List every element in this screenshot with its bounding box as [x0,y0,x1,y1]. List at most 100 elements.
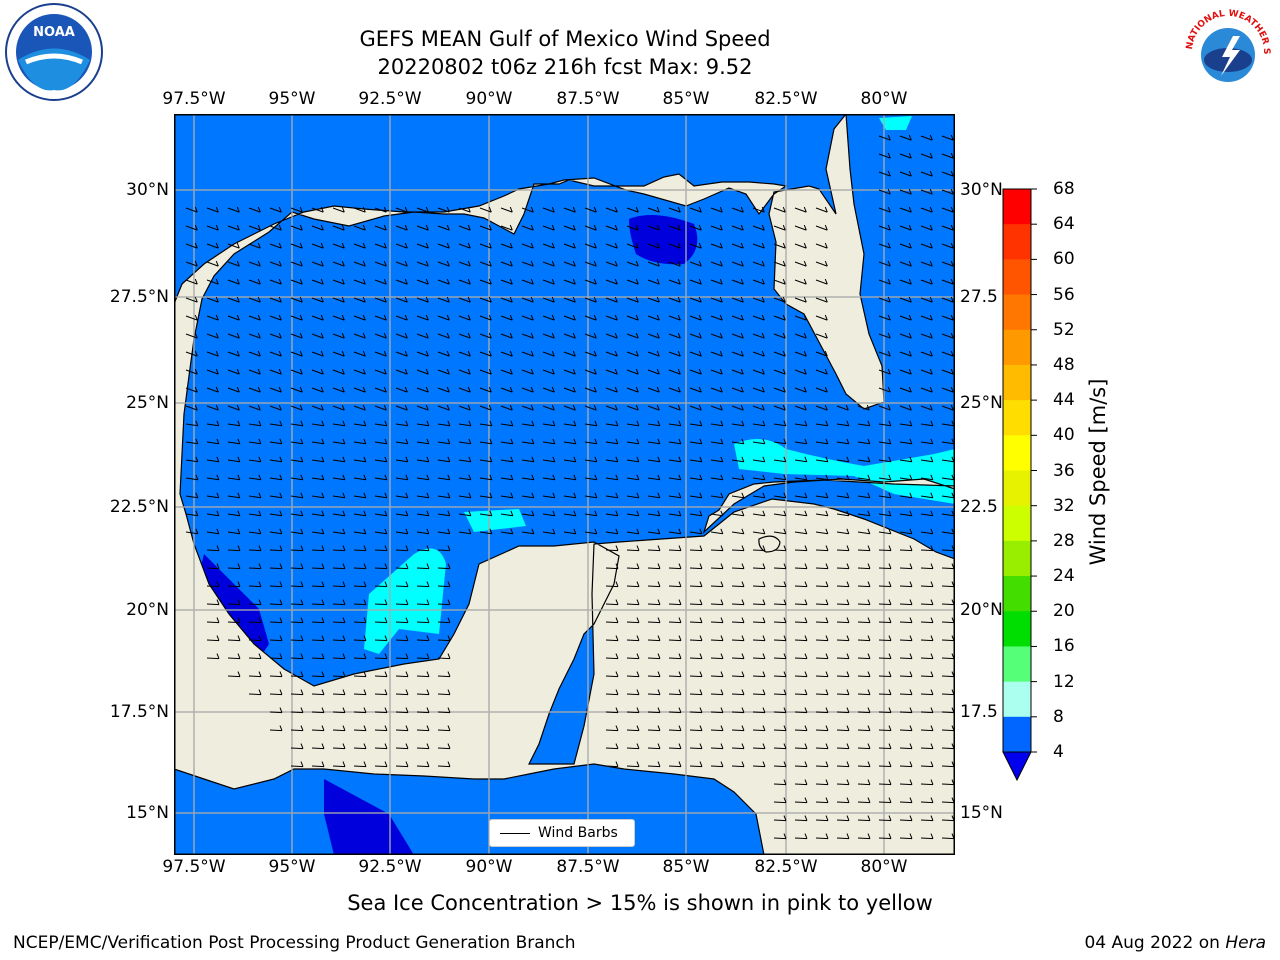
wind-barb [731,243,744,249]
wind-barb-flag [887,224,891,231]
lon-tick-label: 80°W [860,857,908,877]
wind-barb [542,225,555,231]
wind-barb-flag [635,206,639,213]
wind-barb-flag [783,725,787,731]
wind-barb-flag [677,350,681,357]
wind-barb-flag [741,617,745,623]
wind-barb [878,657,892,660]
wind-barb [710,747,724,750]
wind-barb [311,747,325,750]
wind-barb-flag [572,278,576,285]
wind-barb [710,333,723,339]
wind-barb [185,333,198,339]
wind-barb-flag [636,456,640,462]
wind-barb-flag [888,797,892,803]
wind-barb-flag [678,563,682,569]
wind-barb-flag [909,474,913,480]
wind-barb [899,495,912,499]
wind-barb-flag [783,581,787,587]
wind-barb-flag [362,404,366,411]
wind-barb [773,441,786,445]
wind-barb [857,711,871,714]
wind-barb-flag [657,635,661,641]
wind-barb-flag [194,296,198,303]
wind-barb-flag [216,599,220,605]
wind-barb [332,549,346,552]
wind-barb-flag [467,224,471,231]
wind-barb [626,369,639,375]
wind-barb [899,459,912,463]
wind-barb-flag [300,617,304,623]
wind-barb [458,207,471,213]
wind-barb-flag [867,635,871,641]
wind-barb-flag [909,581,913,587]
wind-barb-flag [698,206,702,213]
wind-barb [353,603,367,606]
wind-barb-flag [761,332,765,339]
wind-barb [290,387,303,393]
wind-barb-flag [909,492,913,498]
wind-barb-flag [741,653,745,659]
wind-barb-flag [215,314,219,321]
wind-barb-flag [363,438,367,444]
wind-barb-flag [909,599,913,605]
wind-barb-flag [824,260,828,267]
wind-barb-flag [363,617,367,623]
wind-barb [773,369,786,375]
wind-barb [269,729,283,732]
wind-barb-flag [300,671,304,677]
wind-barb [668,279,681,285]
wind-barb-flag [551,206,555,213]
wind-barb-flag [321,438,325,444]
wind-barb-flag [825,707,829,713]
wind-barb [416,639,430,642]
wind-barb-flag [846,474,850,480]
wind-barb [353,459,366,463]
wind-barb [836,585,850,588]
wind-barb [878,675,892,678]
wind-barb-flag [426,492,430,498]
colorbar-tick-label: 12 [1053,671,1075,692]
wind-barb-flag [510,438,514,444]
wind-barb-flag [678,689,682,695]
wind-barb [227,657,241,660]
wind-barb [836,747,850,750]
wind-barb [815,333,828,339]
colorbar-tick-label: 4 [1053,742,1064,762]
wind-barb [542,207,555,213]
wind-barb [206,477,219,481]
wind-barb-flag [657,492,661,498]
wind-barb [941,819,955,822]
wind-barb [668,477,681,481]
wind-barb-flag [929,368,933,375]
wind-barb [353,225,366,231]
wind-barb-flag [678,456,682,462]
wind-barb [206,405,219,411]
wind-barb [605,315,618,321]
wind-barb-flag [930,725,934,731]
wind-barb-flag [888,510,892,516]
wind-barb [836,819,850,822]
lon-tick-label: 87.5°W [556,857,620,877]
wind-barb [374,225,387,231]
wind-barb [584,513,597,517]
wind-barb-flag [572,404,576,411]
wind-barb [941,333,954,339]
wind-barb-flag [237,671,241,677]
wind-barb-flag [908,404,912,411]
wind-barb-flag [615,743,619,749]
wind-barb-flag [657,707,661,713]
wind-barb-flag [719,314,723,321]
wind-barb [668,531,681,535]
wind-barb-flag [573,474,577,480]
wind-barb [626,747,640,750]
wind-barb [752,441,765,445]
wind-barb-flag [762,492,766,498]
wind-barb-flag [341,404,345,411]
wind-barb [647,513,660,517]
wind-barb [416,333,429,339]
wind-barb-flag [762,510,766,516]
wind-barb [815,783,829,786]
wind-barb [689,729,703,732]
wind-barb-flag [929,188,933,195]
